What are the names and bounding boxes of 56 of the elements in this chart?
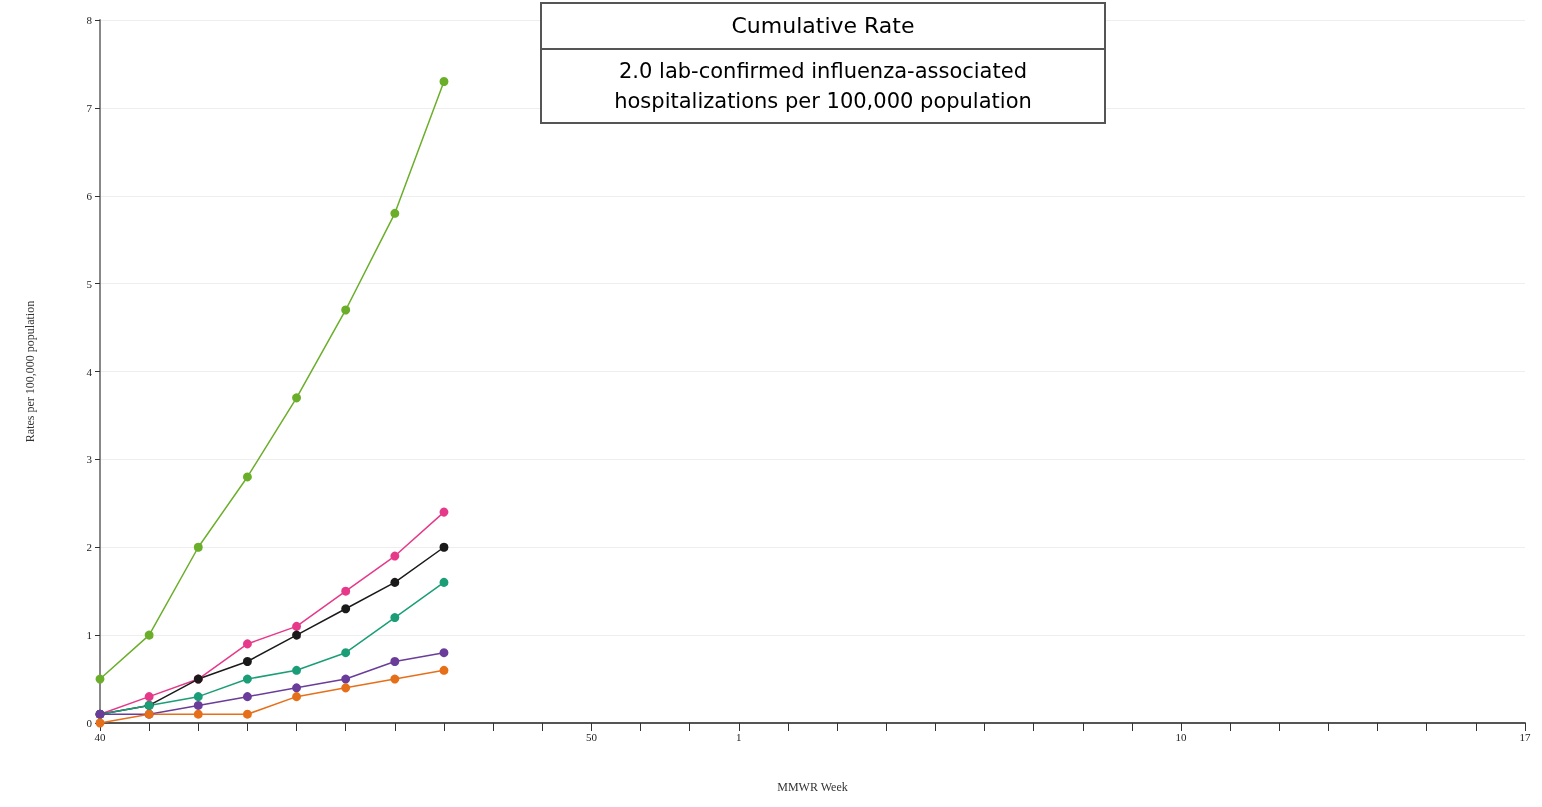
point [292,665,302,675]
point [95,718,105,728]
point [439,665,449,675]
point [95,674,105,684]
point [292,683,302,693]
x-tick-label: 17 [1519,730,1531,743]
point [242,472,252,482]
y-tick-label: 8 [86,14,93,26]
y-tick-label: 6 [86,189,93,202]
point [439,648,449,658]
point [390,656,400,666]
title-table: Cumulative Rate 2.0 lab-confirmed influenza-associated hospitalizations per 100,000 population [540,2,1106,124]
y-tick-label: 2 [86,541,92,554]
y-tick-label: 4 [86,365,93,378]
point [341,648,351,658]
point [242,709,252,719]
y-tick-label: 7 [86,101,93,114]
point [341,305,351,315]
point [242,656,252,666]
point [390,551,400,561]
point [292,393,302,403]
point [144,692,154,702]
point [341,604,351,614]
point [242,674,252,684]
point [439,77,449,87]
x-axis-title: MMWR Week [777,780,848,794]
x-tick-label: 10 [1175,730,1188,743]
y-tick-label: 0 [86,717,93,729]
point [390,577,400,587]
x-tick-label: 1 [736,730,742,743]
point [242,639,252,649]
y-tick-label: 3 [86,453,93,466]
point [242,692,252,702]
x-tick-label: 50 [585,730,598,743]
point [341,683,351,693]
point [439,507,449,517]
point [193,542,203,552]
point [390,208,400,218]
point [292,621,302,631]
point [193,700,203,710]
point [193,709,203,719]
y-tick-label: 5 [86,277,93,290]
point [144,630,154,640]
y-tick-label: 1 [86,629,92,642]
point [292,630,302,640]
y-axis-title: Rates per 100,000 population [23,300,37,443]
point [439,542,449,552]
chart-title: Cumulative Rate [542,4,1104,50]
point [390,674,400,684]
point [439,577,449,587]
x-tick-label: 40 [94,730,106,743]
point [341,586,351,596]
point [292,692,302,702]
point [193,692,203,702]
point [390,613,400,623]
point [341,674,351,684]
